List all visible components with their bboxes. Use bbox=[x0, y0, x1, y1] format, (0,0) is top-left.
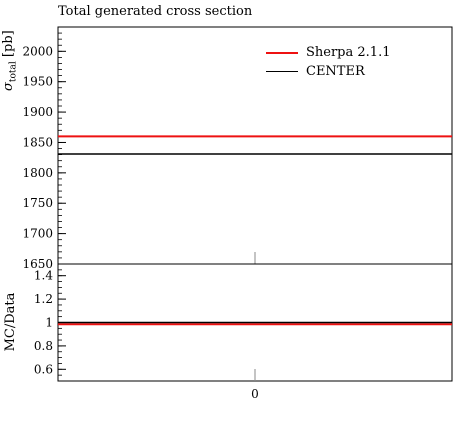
legend-label-sherpa: Sherpa 2.1.1 bbox=[306, 45, 391, 60]
ratio-tick-label: 1.2 bbox=[34, 292, 53, 306]
main-tick-label: 1800 bbox=[22, 166, 53, 180]
main-tick-label: 1700 bbox=[22, 227, 53, 241]
main-frame bbox=[57, 26, 453, 265]
legend-swatch-center bbox=[266, 71, 298, 72]
legend-item-sherpa: Sherpa 2.1.1 bbox=[266, 43, 390, 62]
x-tick-label: 0 bbox=[251, 387, 259, 401]
main-tick-label: 1950 bbox=[22, 75, 53, 89]
ratio-tick-label: 1.4 bbox=[34, 269, 53, 283]
main-tick-label: 2000 bbox=[22, 44, 53, 58]
ratio-tick-label: 0.6 bbox=[34, 362, 53, 376]
legend-label-center: CENTER bbox=[306, 64, 365, 79]
ratio-tick-label: 0.8 bbox=[34, 339, 53, 353]
legend: Sherpa 2.1.1 CENTER bbox=[266, 43, 390, 81]
main-tick-label: 1650 bbox=[22, 257, 53, 271]
ratio-tick-label: 1 bbox=[45, 316, 53, 330]
main-tick-label: 1900 bbox=[22, 105, 53, 119]
main-tick-label: 1850 bbox=[22, 135, 53, 149]
main-tick-label: 1750 bbox=[22, 196, 53, 210]
chart-title: Total generated cross section bbox=[58, 4, 253, 19]
legend-item-center: CENTER bbox=[266, 62, 390, 81]
legend-swatch-sherpa bbox=[266, 51, 298, 54]
